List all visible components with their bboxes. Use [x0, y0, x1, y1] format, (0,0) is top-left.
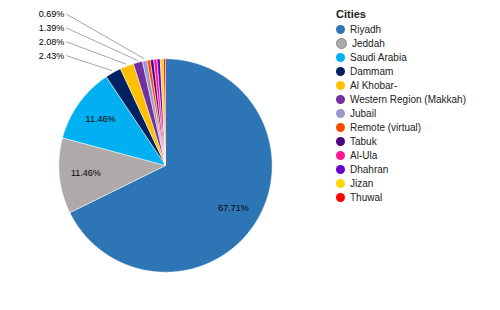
- html-text:Cities: Cities: [336, 8, 366, 20]
- html-text:Jeddah: Jeddah: [352, 38, 385, 49]
- svg-text:67.71%: 67.71%: [218, 203, 249, 213]
- html-text:Dhahran: Dhahran: [350, 164, 389, 175]
- html-text:Riyadh: Riyadh: [350, 24, 382, 35]
- svg-text:11.46%: 11.46%: [86, 114, 116, 124]
- html-text:Thuwal: Thuwal: [350, 192, 383, 203]
- html-text:Saudi Arabia: Saudi Arabia: [350, 52, 407, 63]
- html-text:Tabuk: Tabuk: [350, 136, 377, 147]
- svg-text:1.39%: 1.39%: [39, 23, 65, 33]
- html-text:Western Region (Makkah): Western Region (Makkah): [350, 94, 466, 105]
- svg-text:2.43%: 2.43%: [39, 51, 65, 61]
- svg-text:11.46%: 11.46%: [71, 168, 101, 178]
- svg-text:0.69%: 0.69%: [39, 9, 65, 19]
- html-text:Jubail: Jubail: [350, 108, 377, 119]
- html-text:Al-Ula: Al-Ula: [350, 150, 378, 161]
- html-text:Remote (virtual): Remote (virtual): [350, 122, 422, 133]
- html-text:Al Khobar-: Al Khobar-: [350, 80, 398, 91]
- html-text:Jizan: Jizan: [350, 178, 374, 189]
- html-text:Dammam: Dammam: [350, 66, 394, 77]
- svg-text:2.08%: 2.08%: [39, 37, 65, 47]
